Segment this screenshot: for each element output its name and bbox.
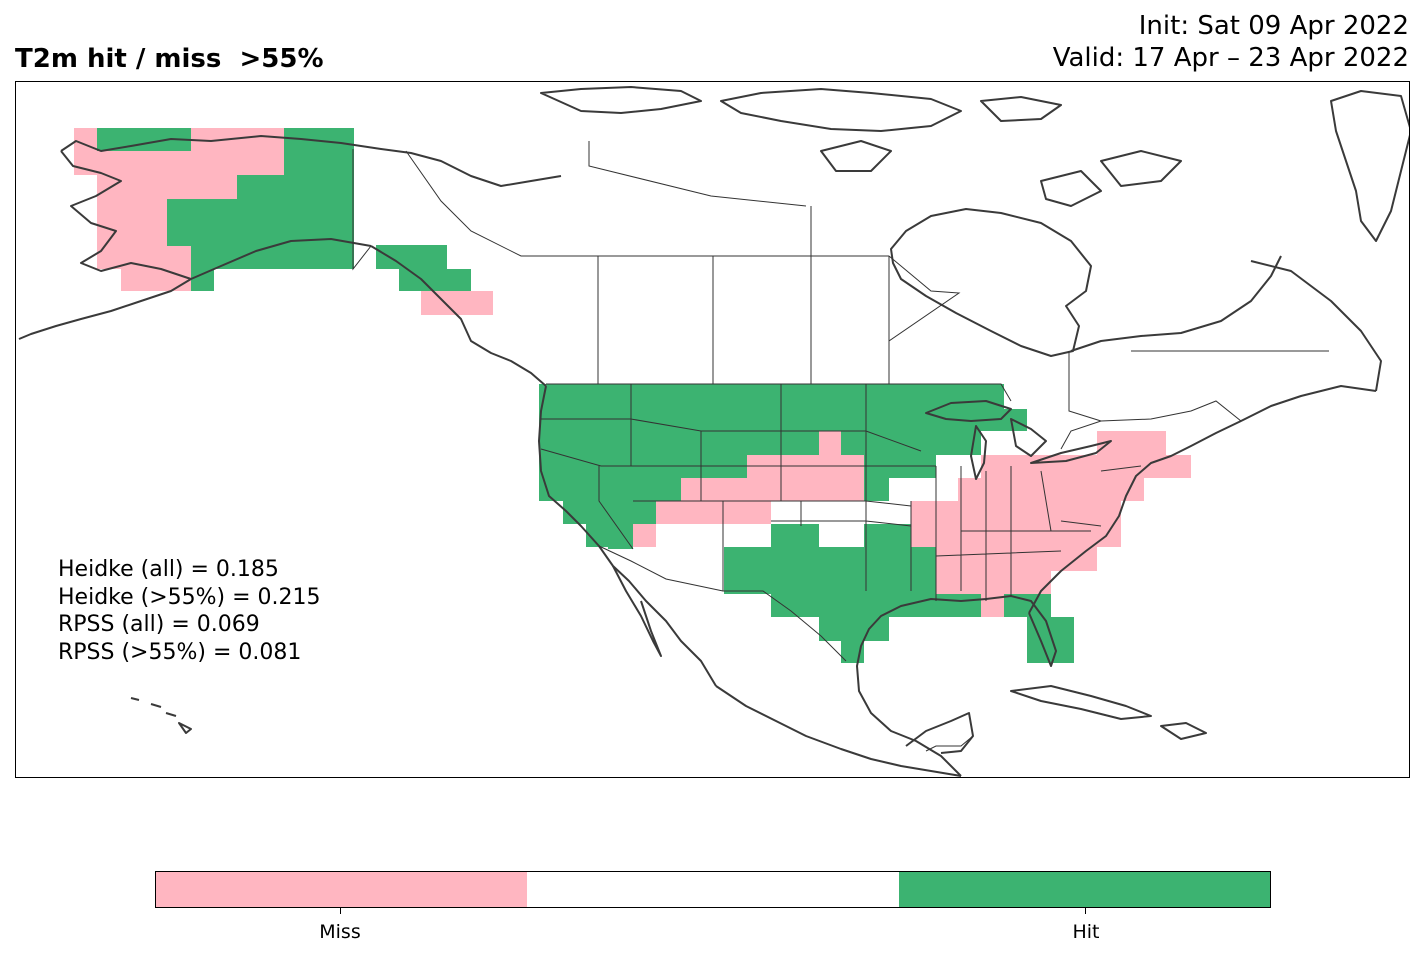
hit-cell	[237, 175, 354, 199]
central-america-borders	[925, 735, 974, 752]
hawaii-islands	[130, 697, 192, 734]
aleutian-chain	[18, 278, 192, 340]
lake-michigan	[970, 425, 987, 480]
miss-cell	[97, 175, 237, 199]
us-mexico-border	[598, 545, 847, 662]
mexico-pacific-coast	[715, 685, 962, 777]
us-states	[540, 384, 1142, 601]
yucatan	[905, 712, 974, 754]
map-title: T2m hit / miss >55%	[15, 44, 324, 74]
miss-cell	[911, 501, 1121, 524]
date-block: Init: Sat 09 Apr 2022 Valid: 17 Apr – 23…	[1053, 10, 1409, 74]
forecast-grid-cells	[74, 128, 1191, 663]
legend-hit-swatch	[898, 872, 1270, 907]
legend-miss-label: Miss	[319, 921, 361, 943]
hit-cell	[191, 246, 354, 269]
map-panel	[15, 81, 1410, 778]
hit-cell	[1004, 594, 1051, 617]
legend-colorbar	[155, 871, 1271, 908]
hit-cell	[771, 524, 819, 547]
miss-cell	[681, 478, 864, 501]
baja-peninsula	[612, 565, 662, 657]
miss-cell	[121, 269, 191, 291]
hit-cell	[864, 478, 889, 501]
legend-hit-tick	[1085, 908, 1086, 914]
hit-cell	[539, 431, 819, 455]
miss-cell	[633, 524, 656, 547]
init-date: Init: Sat 09 Apr 2022	[1138, 11, 1409, 41]
heidke-all-score: Heidke (all) = 0.185	[58, 557, 279, 582]
hit-cell	[539, 384, 1004, 409]
legend-miss-swatch	[156, 872, 528, 907]
hit-cell	[771, 594, 981, 617]
baffin-labrador	[1070, 255, 1382, 392]
miss-cell	[936, 571, 1051, 594]
miss-cell	[936, 547, 1097, 571]
coastlines	[18, 86, 1409, 777]
hit-cell	[376, 245, 447, 269]
hit-cell	[586, 524, 633, 547]
cuba	[1010, 685, 1152, 720]
greenland	[1330, 90, 1409, 242]
hit-cell	[539, 409, 1004, 431]
hit-cell	[563, 501, 656, 524]
canada-provinces	[405, 141, 1329, 422]
miss-cell	[981, 455, 1191, 478]
hit-cell	[167, 199, 354, 246]
hit-cell	[1004, 409, 1027, 431]
us-canada-border	[546, 383, 1242, 450]
bc-coast	[370, 245, 547, 387]
hudson-bay	[890, 208, 1092, 357]
political-borders	[352, 141, 1329, 752]
hit-cell	[864, 524, 911, 547]
hispaniola	[1160, 722, 1207, 740]
miss-cell	[911, 524, 1121, 547]
rpss-all-score: RPSS (all) = 0.069	[58, 612, 260, 637]
hit-cell	[1027, 641, 1074, 663]
miss-cell	[656, 501, 771, 524]
lake-superior	[925, 400, 1012, 422]
hit-cell	[608, 547, 633, 549]
hit-cell	[539, 478, 681, 501]
legend-hit-label: Hit	[1072, 921, 1100, 943]
skill-scores-panel: Heidke (all) = 0.185 Heidke (>55%) = 0.2…	[58, 556, 321, 666]
map-svg	[18, 86, 1409, 777]
miss-cell	[191, 128, 284, 151]
miss-cell	[97, 246, 191, 269]
alaska-coast	[60, 135, 562, 187]
rpss-55-score: RPSS (>55%) = 0.081	[58, 639, 302, 665]
alaska-west-coast	[60, 150, 372, 280]
valid-date-range: Valid: 17 Apr – 23 Apr 2022	[1052, 43, 1409, 73]
hit-cell	[97, 128, 191, 151]
hit-cell	[819, 617, 889, 641]
hit-cell	[284, 128, 354, 151]
hit-cell	[284, 151, 354, 175]
hit-cell	[399, 269, 471, 291]
us-east-coast	[1028, 385, 1377, 614]
miss-cell	[421, 291, 493, 315]
legend-neutral-swatch	[527, 872, 899, 907]
gulf-coast	[856, 595, 1057, 777]
hit-cell	[191, 269, 214, 291]
alaska-canada-border	[352, 149, 372, 271]
lake-erie-ontario	[1030, 440, 1112, 464]
hit-cell	[911, 547, 936, 571]
miss-cell	[819, 431, 841, 455]
heidke-55-score: Heidke (>55%) = 0.215	[58, 584, 321, 610]
hit-cell	[724, 571, 936, 594]
lake-huron	[1010, 418, 1047, 457]
miss-cell	[74, 128, 97, 151]
miss-cell	[958, 478, 1144, 501]
arctic-islands	[540, 86, 1182, 207]
miss-cell	[74, 151, 284, 175]
hit-cell	[841, 431, 981, 455]
legend-miss-tick	[340, 908, 341, 914]
hit-cell	[724, 547, 911, 571]
miss-cell	[97, 199, 167, 246]
